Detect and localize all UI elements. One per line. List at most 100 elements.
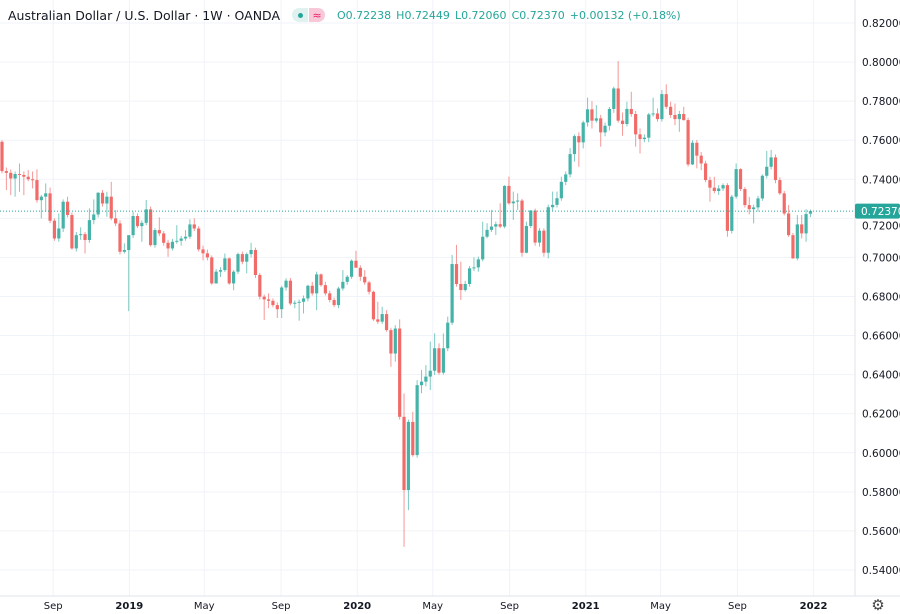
candle-body — [140, 222, 144, 227]
candle-body — [4, 171, 8, 173]
candle-body — [756, 198, 760, 208]
time-axis[interactable]: Sep 2019 May Sep 2020 May Sep 2021 May Sep 2022 — [44, 601, 828, 612]
candle-body — [463, 283, 467, 291]
time-tick-label: Sep — [272, 601, 291, 612]
candle-body — [568, 154, 572, 175]
close-value: C0.72370 — [511, 8, 565, 22]
candle-up — [494, 221, 498, 235]
candle-up — [581, 120, 585, 149]
candle-body — [721, 185, 725, 189]
candle-body — [476, 259, 480, 268]
candle-up — [13, 171, 17, 197]
candle-up — [170, 238, 175, 251]
candle-down — [599, 114, 603, 147]
candle-down — [520, 198, 524, 257]
candle-body — [170, 241, 175, 249]
candle-up — [336, 286, 341, 309]
candle-up — [140, 220, 144, 242]
candle-body — [358, 267, 362, 277]
candle-body — [782, 193, 786, 214]
candle-down — [384, 310, 389, 332]
candle-down — [197, 226, 201, 252]
candle-body — [336, 288, 341, 306]
candle-body — [419, 381, 424, 386]
candle-body — [280, 287, 284, 310]
candle-up — [472, 257, 476, 272]
candle-up — [603, 122, 607, 137]
time-tick-label: Sep — [44, 601, 63, 612]
candle-up — [175, 225, 179, 244]
candle-body — [30, 179, 35, 181]
candle-down — [389, 327, 393, 367]
candle-body — [682, 114, 686, 121]
candle-down — [9, 169, 13, 196]
low-value: L0.72060 — [454, 8, 507, 22]
candle-body — [70, 215, 74, 249]
candle-down — [371, 290, 376, 321]
chart-legend: Australian Dollar / U.S. Dollar · 1W · O… — [8, 6, 686, 24]
candle-up — [57, 213, 61, 242]
candle-body — [712, 187, 716, 192]
candle-down — [782, 191, 786, 216]
symbol-title[interactable]: Australian Dollar / U.S. Dollar · 1W · O… — [8, 7, 281, 23]
candle-body — [787, 213, 791, 236]
candle-up — [516, 193, 520, 210]
candle-body — [262, 296, 266, 300]
candle-body — [258, 275, 262, 297]
candle-up — [44, 183, 48, 212]
candle-down — [533, 208, 537, 246]
candle-body — [109, 196, 113, 219]
candle-down — [258, 273, 262, 300]
candle-down — [135, 213, 140, 229]
candle-down — [26, 170, 30, 182]
candle-body — [44, 193, 48, 197]
candle-up — [607, 107, 612, 131]
candle-up — [564, 171, 568, 186]
candle-down — [354, 250, 358, 268]
candle-down — [114, 210, 118, 227]
candle-up — [424, 365, 428, 387]
candle-down — [778, 177, 782, 195]
candle-body — [594, 118, 598, 121]
candle-down — [773, 154, 778, 184]
candle-body — [725, 185, 730, 231]
candle-up — [485, 223, 489, 239]
candle-body — [625, 108, 629, 124]
time-tick-label: May — [194, 601, 215, 612]
candle-body — [118, 223, 122, 252]
candle-up — [559, 176, 563, 201]
candle-down — [411, 411, 415, 457]
candle-up — [188, 219, 192, 239]
candle-body — [323, 285, 327, 294]
candle-down — [673, 103, 677, 126]
candle-down — [747, 196, 751, 215]
candle-down — [376, 301, 380, 324]
gear-icon[interactable]: ⚙ — [871, 596, 885, 614]
candle-up — [428, 341, 432, 391]
candle-body — [398, 328, 402, 417]
candle-down — [83, 232, 87, 254]
candle-body — [22, 174, 26, 177]
candle-up — [79, 227, 83, 240]
candle-body — [498, 224, 502, 227]
candle-up — [717, 185, 721, 195]
candle-up — [380, 306, 384, 324]
candle-body — [459, 283, 463, 291]
candle-up — [752, 204, 756, 224]
candle-up — [345, 275, 349, 285]
candle-up — [293, 300, 297, 309]
candle-up — [249, 242, 253, 258]
candle-down — [682, 106, 686, 121]
candle-body — [96, 192, 100, 215]
candle-down — [323, 281, 327, 296]
candle-up — [341, 270, 345, 291]
candles — [0, 61, 813, 547]
candle-body — [153, 230, 157, 246]
candle-body — [446, 322, 450, 349]
candle-body — [13, 174, 17, 179]
